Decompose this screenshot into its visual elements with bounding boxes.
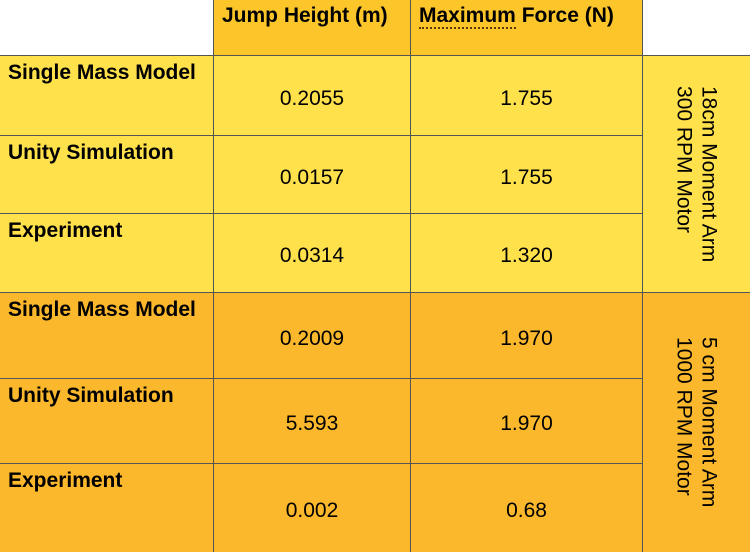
row-label: Experiment <box>0 213 213 292</box>
row-label: Experiment <box>0 463 213 552</box>
header-force-unit: Force (N) <box>515 4 614 27</box>
cell-jump-height: 0.2009 <box>213 292 410 378</box>
cell-jump-height: 0.2055 <box>213 55 410 135</box>
cell-max-force: 1.755 <box>410 55 642 135</box>
header-maximum-word: Maximum <box>419 4 516 29</box>
header-blank-right <box>642 0 750 55</box>
cell-jump-height: 0.002 <box>213 463 410 552</box>
row-label: Single Mass Model <box>0 292 213 378</box>
header-jump-height: Jump Height (m) <box>213 0 410 55</box>
cell-jump-height: 0.0157 <box>213 135 410 213</box>
cell-jump-height: 0.0314 <box>213 213 410 292</box>
group-label-text: 5 cm Moment Arm 1000 RPM Motor <box>672 337 721 508</box>
header-maximum-force: Maximum Force (N) <box>410 0 642 55</box>
row-label: Unity Simulation <box>0 378 213 463</box>
cell-max-force: 0.68 <box>410 463 642 552</box>
row-label: Single Mass Model <box>0 55 213 135</box>
cell-max-force: 1.320 <box>410 213 642 292</box>
group-label-18cm: 18cm Moment Arm 300 RPM Motor <box>642 55 750 292</box>
cell-max-force: 1.755 <box>410 135 642 213</box>
row-label: Unity Simulation <box>0 135 213 213</box>
cell-max-force: 1.970 <box>410 292 642 378</box>
cell-jump-height: 5.593 <box>213 378 410 463</box>
group-label-5cm: 5 cm Moment Arm 1000 RPM Motor <box>642 292 750 552</box>
cell-max-force: 1.970 <box>410 378 642 463</box>
header-corner <box>0 0 213 55</box>
group-label-text: 18cm Moment Arm 300 RPM Motor <box>672 85 721 263</box>
